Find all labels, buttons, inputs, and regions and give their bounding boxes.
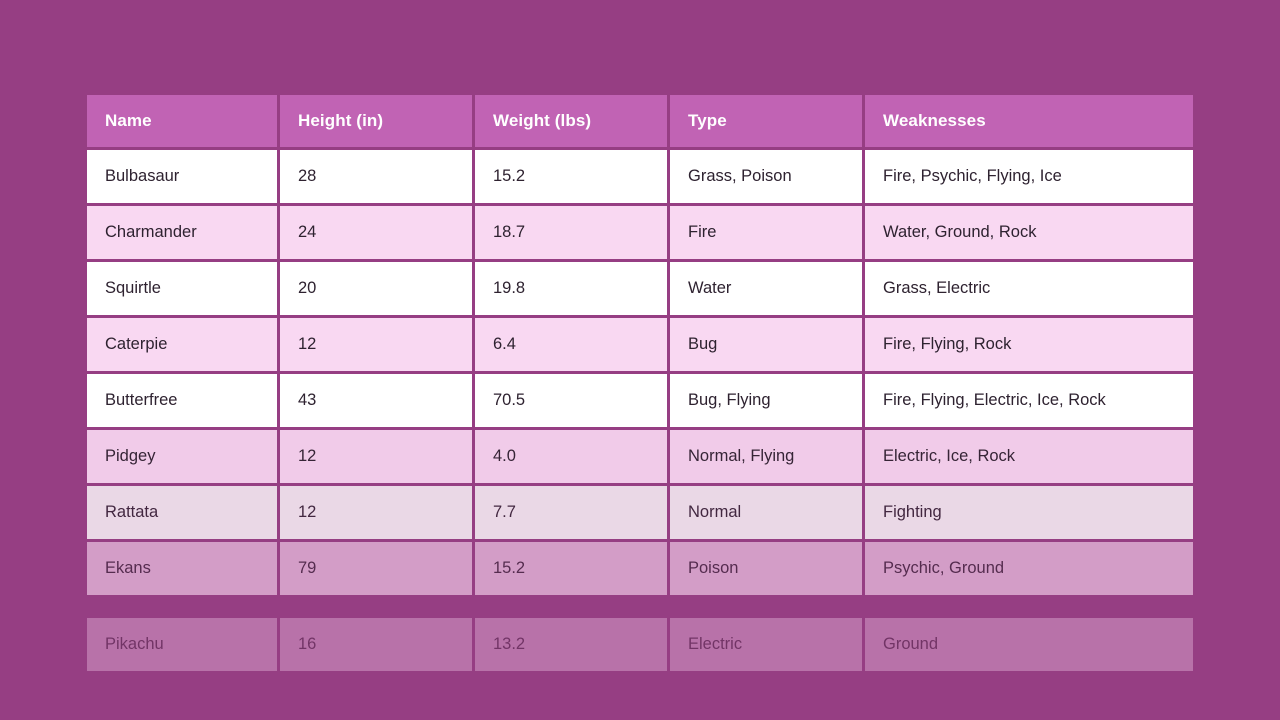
cell-weak: Electric, Ice, Rock [862, 430, 1193, 483]
cell-height: 79 [277, 542, 472, 595]
cell-height: 16 [277, 618, 472, 671]
cell-name: Rattata [87, 486, 277, 539]
cell-weight: 70.5 [472, 374, 667, 427]
cell-weight: 18.7 [472, 206, 667, 259]
column-header-weight[interactable]: Weight (lbs) [472, 95, 667, 147]
table-row[interactable]: Butterfree 43 70.5 Bug, Flying Fire, Flying,… [87, 374, 1193, 427]
cell-type: Poison [667, 542, 862, 595]
cell-weight: 13.2 [472, 618, 667, 671]
cell-type: Water [667, 262, 862, 315]
cell-type: Fire [667, 206, 862, 259]
cell-weak: Fire, Flying, Electric, Ice, Rock [862, 374, 1193, 427]
cell-height: 43 [277, 374, 472, 427]
column-header-weaknesses[interactable]: Weaknesses [862, 95, 1193, 147]
cell-weak: Grass, Electric [862, 262, 1193, 315]
cell-height: 12 [277, 430, 472, 483]
table-row[interactable]: Rattata 12 7.7 Normal Fighting [87, 486, 1193, 539]
table-row[interactable]: Bulbasaur 28 15.2 Grass, Poison Fire, Psychi… [87, 150, 1193, 203]
table-row[interactable]: Pikachu 16 13.2 Electric Ground [87, 618, 1193, 671]
column-header-type[interactable]: Type [667, 95, 862, 147]
cell-name: Squirtle [87, 262, 277, 315]
cell-name: Caterpie [87, 318, 277, 371]
cell-height: 12 [277, 318, 472, 371]
cell-weak: Fire, Flying, Rock [862, 318, 1193, 371]
cell-height: 24 [277, 206, 472, 259]
cell-weak: Psychic, Ground [862, 542, 1193, 595]
cell-name: Ekans [87, 542, 277, 595]
cell-weak: Fighting [862, 486, 1193, 539]
column-header-name[interactable]: Name [87, 95, 277, 147]
cell-weight: 15.2 [472, 542, 667, 595]
cell-weight: 4.0 [472, 430, 667, 483]
cell-type: Normal, Flying [667, 430, 862, 483]
table-row[interactable]: Charmander 24 18.7 Fire Water, Ground, Rock [87, 206, 1193, 259]
table-row[interactable]: Caterpie 12 6.4 Bug Fire, Flying, Rock [87, 318, 1193, 371]
table-body: Bulbasaur 28 15.2 Grass, Poison Fire, Psychi… [87, 150, 1193, 671]
cell-weak: Water, Ground, Rock [862, 206, 1193, 259]
cell-type: Normal [667, 486, 862, 539]
cell-type: Electric [667, 618, 862, 671]
cell-name: Bulbasaur [87, 150, 277, 203]
cell-weight: 6.4 [472, 318, 667, 371]
table-row[interactable]: Squirtle 20 19.8 Water Grass, Electric [87, 262, 1193, 315]
pokemon-data-table: Name Height (in) Weight (lbs) Type Weakn… [87, 95, 1193, 671]
cell-type: Bug, Flying [667, 374, 862, 427]
cell-weak: Ground [862, 618, 1193, 671]
cell-height: 12 [277, 486, 472, 539]
cell-name: Pikachu [87, 618, 277, 671]
table-row[interactable]: Pidgey 12 4.0 Normal, Flying Electric, Ice, … [87, 430, 1193, 483]
cell-weight: 15.2 [472, 150, 667, 203]
column-header-height[interactable]: Height (in) [277, 95, 472, 147]
cell-type: Grass, Poison [667, 150, 862, 203]
cell-name: Charmander [87, 206, 277, 259]
cell-height: 20 [277, 262, 472, 315]
table-row[interactable]: Ekans 79 15.2 Poison Psychic, Ground [87, 542, 1193, 595]
cell-weak: Fire, Psychic, Flying, Ice [862, 150, 1193, 203]
table-header-row: Name Height (in) Weight (lbs) Type Weakn… [87, 95, 1193, 147]
cell-weight: 19.8 [472, 262, 667, 315]
cell-height: 28 [277, 150, 472, 203]
cell-name: Pidgey [87, 430, 277, 483]
cell-type: Bug [667, 318, 862, 371]
cell-name: Butterfree [87, 374, 277, 427]
cell-weight: 7.7 [472, 486, 667, 539]
